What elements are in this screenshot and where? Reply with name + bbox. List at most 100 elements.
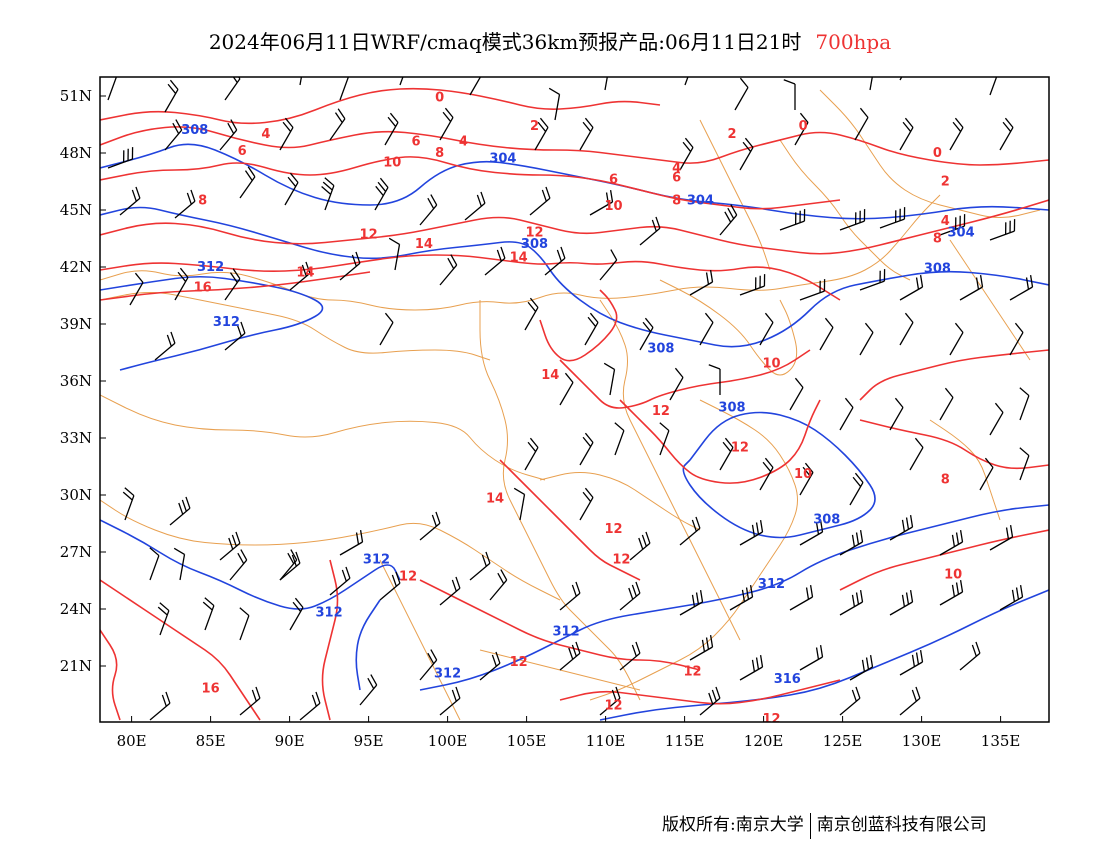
wind-barb [524,297,539,331]
wind-barb [122,487,135,521]
temperature-label: 6 [238,144,247,159]
temperature-label: 4 [941,214,950,229]
temperature-label: 10 [762,357,780,372]
border-line [100,292,491,361]
lat-label: 42N [60,258,92,276]
wind-barb [379,312,394,346]
wind-barb [999,117,1014,151]
temperature-label: 12 [612,552,630,567]
wind-barb [949,117,964,151]
height-contour [419,504,1049,691]
lon-label: 80E [117,732,147,750]
wind-barb [219,531,241,561]
border-line [929,419,1001,521]
temperature-contour [839,529,1049,591]
wind-barb [379,571,401,601]
height-label: 312 [213,315,240,330]
wind-barb [779,209,806,231]
temperature-label: 4 [459,134,468,149]
wind-barb [107,147,134,169]
latitude-axis: 51N 48N 45N 42N 39N 36N 33N 30N 27N 24N 21N [60,87,106,675]
wind-barb [639,317,654,351]
temperature-contour [321,559,339,721]
copyright-left: 版权所有:南京大学 [662,815,804,835]
wind-barb [839,530,864,556]
wind-barb [224,268,241,301]
wind-barb [854,107,869,141]
height-label: 308 [924,262,951,277]
height-label: 312 [363,552,390,567]
border-line [379,559,461,721]
temperature-contour [100,271,371,301]
wind-barb [164,119,183,151]
wind-barb [279,551,301,581]
wind-barb [619,641,641,671]
wind-barb [1009,322,1024,356]
temperature-contour [859,349,1049,401]
wind-barb [439,107,454,141]
wind-barb [329,108,346,141]
border-line [539,472,701,531]
wind-barb [579,487,594,521]
wind-barb [889,515,914,541]
wind-barb [699,686,721,716]
wind-barb [999,585,1024,611]
wind-barb [979,457,994,491]
lon-label: 120E [744,732,784,750]
map-title: 2024年06月11日WRF/cmaq模式36km预报产品:06月11日21时 7… [0,26,1100,55]
wind-barb [284,172,299,206]
height-label: 304 [489,152,516,167]
temperature-label: 6 [672,171,681,186]
wind-barb [489,569,508,601]
wind-barb [783,79,796,110]
lat-label: 21N [60,657,92,675]
wind-barb [789,377,804,411]
temperature-label: 4 [261,127,270,142]
wind-barb [1019,447,1030,481]
temperature-label: 14 [415,237,433,252]
wind-barb [579,432,594,466]
wind-barb [439,576,461,606]
wind-barb [279,549,298,581]
wind-barb [849,472,864,506]
height-label: 312 [553,625,580,640]
temperature-label: 16 [202,682,220,697]
wind-barb [949,322,964,356]
wind-barb [174,267,189,301]
wind-barb [339,530,364,556]
wind-barb [149,547,160,581]
wind-barb [759,312,774,346]
temperature-label: 0 [799,119,808,134]
wind-barb [174,189,196,219]
wind-barb [679,137,694,171]
wind-barb [339,77,350,101]
temperature-contour [100,87,661,125]
wind-barb [534,117,549,151]
height-label: 316 [774,672,801,687]
wind-barb [708,364,721,395]
footer-divider [809,812,811,839]
wind-barb [739,520,764,546]
lat-label: 51N [60,87,92,105]
wind-barb [989,219,1016,241]
wind-barb [384,112,399,146]
wind-barb [839,397,854,431]
border-line [599,299,741,641]
wind-barb [889,397,904,431]
lon-label: 105E [507,732,547,750]
height-label: 308 [647,342,674,357]
map-frame [99,76,1050,723]
lon-label: 115E [665,732,705,750]
temperature-label: 8 [941,473,950,488]
lon-label: 95E [354,732,384,750]
wind-barb [859,269,886,291]
wind-barb [219,119,238,151]
wind-barb [689,635,714,661]
wind-barb [939,387,954,421]
temperature-label: 8 [933,231,942,246]
border-line [589,399,798,701]
wind-barb [604,77,608,91]
wind-barb [469,551,491,581]
temperature-label: 14 [486,492,504,507]
